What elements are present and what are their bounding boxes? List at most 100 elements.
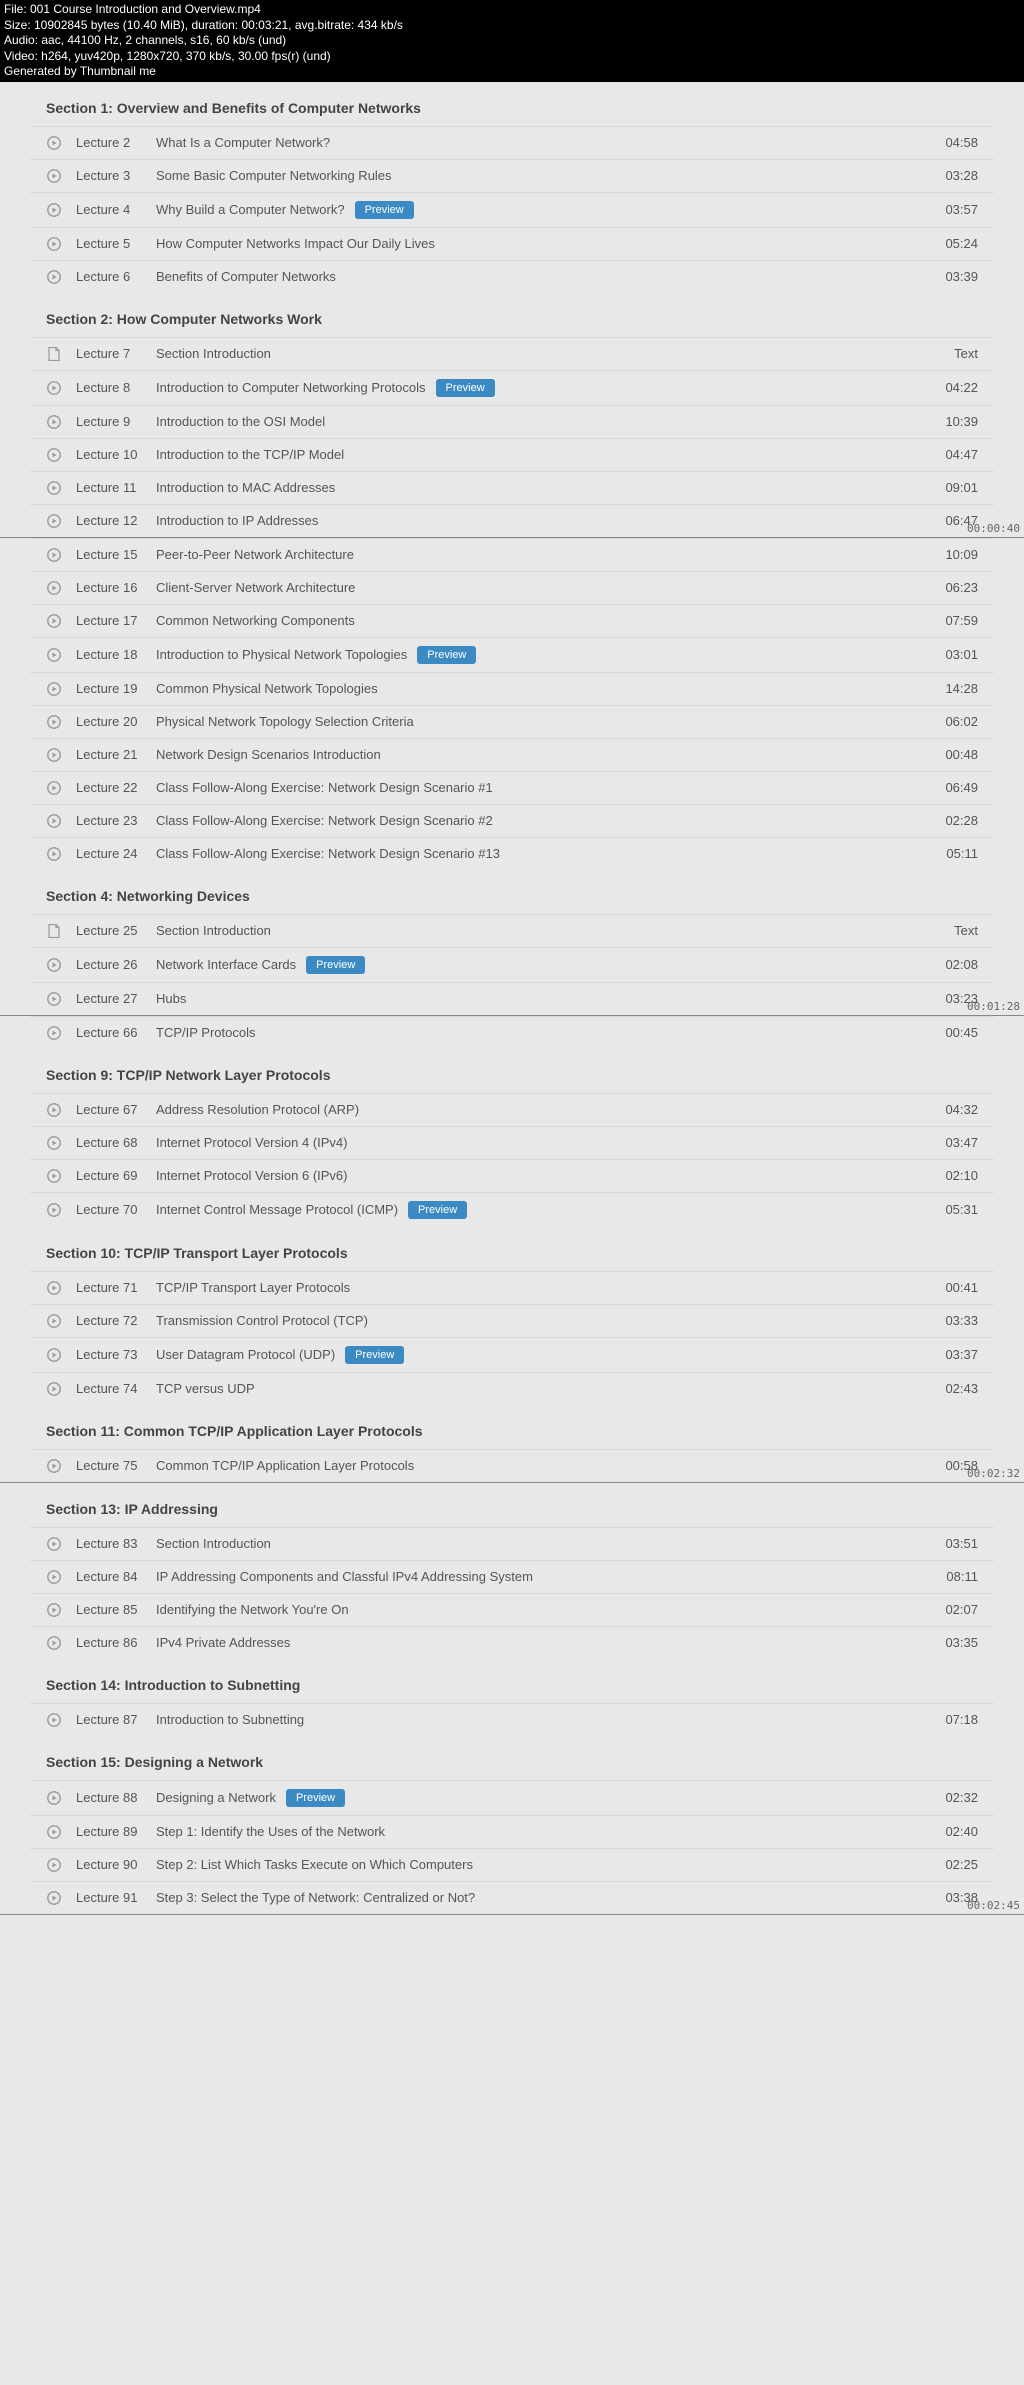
lecture-row[interactable]: Lecture 67Address Resolution Protocol (A… — [30, 1093, 994, 1126]
lecture-duration: 03:01 — [928, 647, 978, 662]
lecture-duration: 00:45 — [928, 1025, 978, 1040]
lecture-row[interactable]: Lecture 89Step 1: Identify the Uses of t… — [30, 1815, 994, 1848]
lecture-row[interactable]: Lecture 88Designing a NetworkPreview02:3… — [30, 1780, 994, 1815]
lecture-row[interactable]: Lecture 25Section IntroductionText — [30, 914, 994, 947]
lecture-title-text: IP Addressing Components and Classful IP… — [156, 1569, 533, 1584]
lecture-row[interactable]: Lecture 20Physical Network Topology Sele… — [30, 705, 994, 738]
play-circle-icon — [46, 991, 62, 1007]
lecture-duration: Text — [928, 923, 978, 938]
lecture-row[interactable]: Lecture 5How Computer Networks Impact Ou… — [30, 227, 994, 260]
lecture-title-text: Class Follow-Along Exercise: Network Des… — [156, 846, 500, 861]
lecture-title-text: Introduction to Subnetting — [156, 1712, 304, 1727]
lecture-number: Lecture 88 — [76, 1790, 156, 1805]
section-title: Section 1: Overview and Benefits of Comp… — [30, 82, 994, 126]
lecture-row[interactable]: Lecture 84IP Addressing Components and C… — [30, 1560, 994, 1593]
lecture-row[interactable]: Lecture 75Common TCP/IP Application Laye… — [30, 1449, 994, 1482]
lecture-row[interactable]: Lecture 9Introduction to the OSI Model10… — [30, 405, 994, 438]
lecture-row[interactable]: Lecture 24Class Follow-Along Exercise: N… — [30, 837, 994, 870]
lecture-row[interactable]: Lecture 91Step 3: Select the Type of Net… — [30, 1881, 994, 1914]
lecture-row[interactable]: Lecture 11Introduction to MAC Addresses0… — [30, 471, 994, 504]
lecture-row[interactable]: Lecture 66TCP/IP Protocols00:45 — [30, 1016, 994, 1049]
section-title: Section 10: TCP/IP Transport Layer Proto… — [30, 1227, 994, 1271]
lecture-row[interactable]: Lecture 87Introduction to Subnetting07:1… — [30, 1703, 994, 1736]
lecture-row[interactable]: Lecture 3Some Basic Computer Networking … — [30, 159, 994, 192]
lecture-row[interactable]: Lecture 10Introduction to the TCP/IP Mod… — [30, 438, 994, 471]
lecture-row[interactable]: Lecture 69Internet Protocol Version 6 (I… — [30, 1159, 994, 1192]
lecture-number: Lecture 20 — [76, 714, 156, 729]
lecture-row[interactable]: Lecture 15Peer-to-Peer Network Architect… — [30, 538, 994, 571]
lecture-duration: 08:11 — [928, 1569, 978, 1584]
lecture-title: Section Introduction — [156, 346, 928, 361]
lecture-row[interactable]: Lecture 7Section IntroductionText — [30, 337, 994, 370]
play-circle-icon — [46, 780, 62, 796]
lecture-row[interactable]: Lecture 23Class Follow-Along Exercise: N… — [30, 804, 994, 837]
lecture-duration: 07:18 — [928, 1712, 978, 1727]
lecture-row[interactable]: Lecture 73User Datagram Protocol (UDP)Pr… — [30, 1337, 994, 1372]
lecture-row[interactable]: Lecture 21Network Design Scenarios Intro… — [30, 738, 994, 771]
lecture-title-text: TCP/IP Protocols — [156, 1025, 255, 1040]
lecture-number: Lecture 75 — [76, 1458, 156, 1473]
lecture-title: Step 2: List Which Tasks Execute on Whic… — [156, 1857, 928, 1872]
lecture-title: IPv4 Private Addresses — [156, 1635, 928, 1650]
lecture-duration: 14:28 — [928, 681, 978, 696]
preview-button[interactable]: Preview — [306, 956, 365, 974]
lecture-title-text: Introduction to MAC Addresses — [156, 480, 335, 495]
preview-button[interactable]: Preview — [345, 1346, 404, 1364]
lecture-row[interactable]: Lecture 90Step 2: List Which Tasks Execu… — [30, 1848, 994, 1881]
play-circle-icon — [46, 1381, 62, 1397]
lecture-number: Lecture 12 — [76, 513, 156, 528]
preview-button[interactable]: Preview — [286, 1789, 345, 1807]
lecture-row[interactable]: Lecture 16Client-Server Network Architec… — [30, 571, 994, 604]
lecture-row[interactable]: Lecture 71TCP/IP Transport Layer Protoco… — [30, 1271, 994, 1304]
lecture-row[interactable]: Lecture 70Internet Control Message Proto… — [30, 1192, 994, 1227]
lecture-row[interactable]: Lecture 18Introduction to Physical Netwo… — [30, 637, 994, 672]
lecture-title-text: Address Resolution Protocol (ARP) — [156, 1102, 359, 1117]
thumbnail-panel: Section 13: IP AddressingLecture 83Secti… — [0, 1483, 1024, 1915]
play-circle-icon — [46, 1025, 62, 1041]
lecture-row[interactable]: Lecture 85Identifying the Network You're… — [30, 1593, 994, 1626]
lecture-duration: 03:57 — [928, 202, 978, 217]
play-circle-icon — [46, 1890, 62, 1906]
lecture-number: Lecture 18 — [76, 647, 156, 662]
lecture-title-text: Why Build a Computer Network? — [156, 202, 345, 217]
lecture-row[interactable]: Lecture 68Internet Protocol Version 4 (I… — [30, 1126, 994, 1159]
lecture-duration: 04:22 — [928, 380, 978, 395]
lecture-row[interactable]: Lecture 83Section Introduction03:51 — [30, 1527, 994, 1560]
lecture-row[interactable]: Lecture 86IPv4 Private Addresses03:35 — [30, 1626, 994, 1659]
lecture-number: Lecture 74 — [76, 1381, 156, 1396]
preview-button[interactable]: Preview — [408, 1201, 467, 1219]
preview-button[interactable]: Preview — [355, 201, 414, 219]
lecture-row[interactable]: Lecture 26Network Interface CardsPreview… — [30, 947, 994, 982]
lecture-row[interactable]: Lecture 12Introduction to IP Addresses06… — [30, 504, 994, 537]
lecture-row[interactable]: Lecture 4Why Build a Computer Network?Pr… — [30, 192, 994, 227]
lecture-title: Identifying the Network You're On — [156, 1602, 928, 1617]
lecture-row[interactable]: Lecture 22Class Follow-Along Exercise: N… — [30, 771, 994, 804]
lecture-row[interactable]: Lecture 19Common Physical Network Topolo… — [30, 672, 994, 705]
lecture-row[interactable]: Lecture 8Introduction to Computer Networ… — [30, 370, 994, 405]
play-circle-icon — [46, 547, 62, 563]
lecture-number: Lecture 83 — [76, 1536, 156, 1551]
lecture-row[interactable]: Lecture 17Common Networking Components07… — [30, 604, 994, 637]
lecture-number: Lecture 6 — [76, 269, 156, 284]
lecture-duration: 02:28 — [928, 813, 978, 828]
lecture-title: What Is a Computer Network? — [156, 135, 928, 150]
play-circle-icon — [46, 1280, 62, 1296]
lecture-title: Internet Control Message Protocol (ICMP)… — [156, 1201, 928, 1219]
lecture-title-text: Internet Protocol Version 6 (IPv6) — [156, 1168, 347, 1183]
play-circle-icon — [46, 957, 62, 973]
preview-button[interactable]: Preview — [417, 646, 476, 664]
play-circle-icon — [46, 1635, 62, 1651]
lecture-title-text: Benefits of Computer Networks — [156, 269, 336, 284]
lecture-title: Class Follow-Along Exercise: Network Des… — [156, 846, 928, 861]
lecture-number: Lecture 68 — [76, 1135, 156, 1150]
lecture-row[interactable]: Lecture 27Hubs03:23 — [30, 982, 994, 1015]
play-circle-icon — [46, 747, 62, 763]
preview-button[interactable]: Preview — [436, 379, 495, 397]
lecture-row[interactable]: Lecture 6Benefits of Computer Networks03… — [30, 260, 994, 293]
play-circle-icon — [46, 202, 62, 218]
lecture-row[interactable]: Lecture 72Transmission Control Protocol … — [30, 1304, 994, 1337]
lecture-row[interactable]: Lecture 2What Is a Computer Network?04:5… — [30, 126, 994, 159]
lecture-duration: 00:48 — [928, 747, 978, 762]
lecture-duration: 06:23 — [928, 580, 978, 595]
lecture-row[interactable]: Lecture 74TCP versus UDP02:43 — [30, 1372, 994, 1405]
